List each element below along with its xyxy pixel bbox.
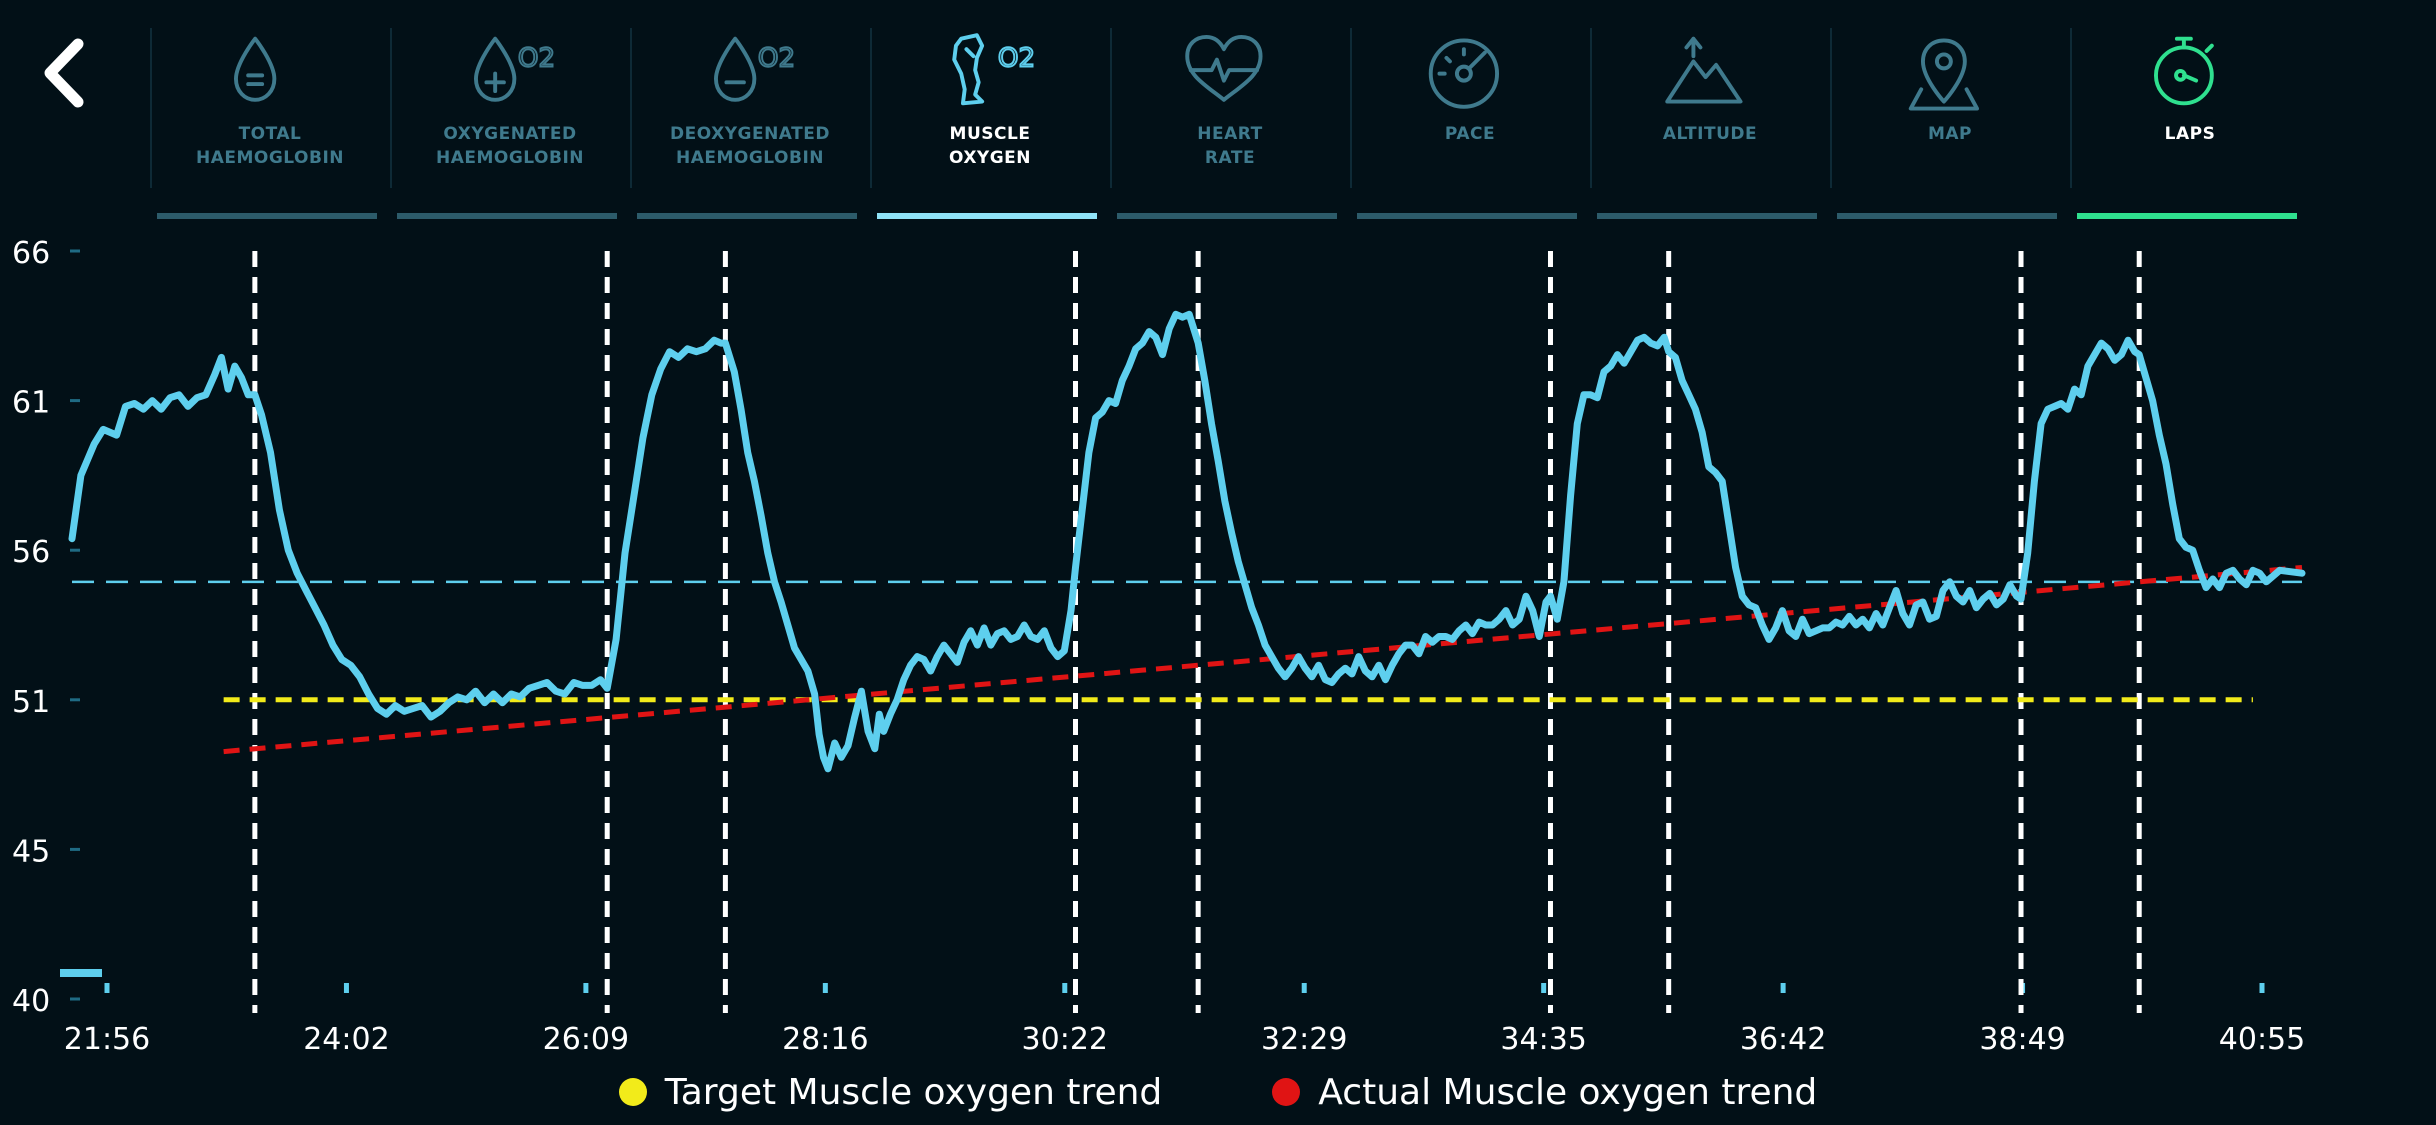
tab-deoxygenated-haemoglobin[interactable]: O2 DEOXYGENATED HAEMOGLOBIN <box>630 0 870 225</box>
x-tick-label: 38:49 <box>1979 1022 2065 1057</box>
x-tick-mark <box>583 983 589 993</box>
x-tick-label: 24:02 <box>303 1022 389 1057</box>
x-tick-label: 21:56 <box>64 1022 150 1057</box>
y-tick-label: 51 <box>12 685 50 720</box>
x-tick-label: 34:35 <box>1500 1022 1586 1057</box>
tab-divider <box>1110 28 1112 188</box>
svg-text:O2: O2 <box>518 44 555 74</box>
legend-target-swatch <box>618 1078 647 1106</box>
x-tick-label: 32:29 <box>1261 1022 1347 1057</box>
y-tick-label: 66 <box>12 236 50 271</box>
tab-oxygenated-haemoglobin[interactable]: O2 OXYGENATED HAEMOGLOBIN <box>390 0 630 225</box>
svg-text:O2: O2 <box>998 44 1035 74</box>
x-tick-mark <box>1780 983 1786 993</box>
tab-total-haemoglobin[interactable]: TOTAL HAEMOGLOBIN <box>150 0 390 225</box>
legend-item-actual: Actual Muscle oxygen trend <box>1272 1072 1817 1113</box>
chart-legend: Target Muscle oxygen trend Actual Muscle… <box>0 1065 2436 1119</box>
tab-divider <box>150 28 152 188</box>
x-tick-label: 36:42 <box>1740 1022 1826 1057</box>
tab-heart-rate[interactable]: HEART RATE <box>1110 0 1350 225</box>
muscle-oxygen-leg-o2-icon: O2 <box>952 33 1036 106</box>
x-tick-mark <box>822 983 828 993</box>
oxygenated-haemoglobin-drop-plus-o2-icon: O2 <box>474 36 556 102</box>
tab-indicator <box>397 213 617 219</box>
tab-pace[interactable]: PACE <box>1350 0 1590 225</box>
tab-indicator <box>1117 213 1337 219</box>
heart-rate-icon <box>1185 35 1263 102</box>
tab-label: OXYGENATED HAEMOGLOBIN <box>435 124 584 168</box>
tab-divider <box>630 28 632 188</box>
x-tick-mark <box>1062 983 1068 993</box>
tab-divider <box>390 28 392 188</box>
actual-trend-line <box>223 564 2303 755</box>
legend-item-target: Target Muscle oxygen trend <box>618 1071 1163 1113</box>
tab-label: MUSCLE OXYGEN <box>948 124 1032 168</box>
tab-map[interactable]: MAP <box>1830 0 2070 225</box>
tab-label: ALTITUDE <box>1662 124 1758 144</box>
tab-divider <box>1590 28 1592 188</box>
deoxygenated-haemoglobin-drop-minus-o2-icon: O2 <box>714 36 796 102</box>
tab-indicator <box>2077 213 2297 219</box>
tab-label: TOTAL HAEMOGLOBIN <box>195 124 344 168</box>
tab-indicator <box>1597 213 1817 219</box>
y-tick-label: 61 <box>12 386 50 421</box>
tab-indicator <box>637 213 857 219</box>
metric-tabs: TOTAL HAEMOGLOBIN O2 OXYGENATED HAEMOGLOBI… <box>150 0 2300 225</box>
altitude-mountain-icon <box>1665 36 1743 104</box>
x-tick-label: 30:22 <box>1022 1022 1108 1057</box>
muscle-oxygen-chart: 66 61 56 51 45 40 21:56 24:02 26:09 28:16 30:22 32:… <box>12 236 2306 1057</box>
tab-divider <box>2070 28 2072 188</box>
tab-divider <box>1350 28 1352 188</box>
legend-actual-label: Actual Muscle oxygen trend <box>1318 1071 1818 1113</box>
tab-indicator <box>157 213 377 219</box>
back-button[interactable] <box>30 28 100 118</box>
x-tick-mark <box>2259 983 2265 993</box>
y-tick-label: 56 <box>12 535 50 570</box>
tab-indicator <box>1357 213 1577 219</box>
tab-indicator <box>1837 213 2057 219</box>
tab-label: HEART RATE <box>1197 124 1263 168</box>
x-tick-mark <box>1541 983 1547 993</box>
x-tick-mark <box>1301 983 1307 993</box>
y-tick-label: 40 <box>12 984 50 1019</box>
muscle-oxygen-series-line <box>68 310 2306 773</box>
tab-laps[interactable]: LAPS <box>2070 0 2310 225</box>
tab-divider <box>870 28 872 188</box>
x-tick-mark <box>343 983 349 993</box>
tab-indicator <box>877 213 1097 219</box>
x-tick-label: 28:16 <box>782 1022 868 1057</box>
tab-label: MAP <box>1927 124 1973 144</box>
total-haemoglobin-drop-icon <box>234 36 277 102</box>
legend-target-label: Target Muscle oxygen trend <box>664 1071 1163 1113</box>
map-pin-icon <box>1908 38 1980 111</box>
lap-indicator-bar <box>60 969 102 977</box>
laps-stopwatch-icon <box>2154 36 2214 106</box>
y-tick-label: 45 <box>12 834 50 869</box>
tab-altitude[interactable]: ALTITUDE <box>1590 0 1830 225</box>
x-tick-label: 40:55 <box>2219 1022 2305 1057</box>
svg-text:O2: O2 <box>758 44 795 74</box>
x-tick-label: 26:09 <box>543 1022 629 1057</box>
tab-muscle-oxygen[interactable]: O2 MUSCLE OXYGEN <box>870 0 1110 225</box>
chevron-left-icon <box>44 38 84 108</box>
legend-actual-swatch <box>1272 1078 1301 1106</box>
tab-label: PACE <box>1444 124 1496 144</box>
pace-gauge-icon <box>1428 38 1500 109</box>
tab-divider <box>1830 28 1832 188</box>
x-tick-mark <box>104 983 110 993</box>
tab-label: LAPS <box>2164 124 2216 144</box>
tab-label: DEOXYGENATED HAEMOGLOBIN <box>670 124 830 168</box>
